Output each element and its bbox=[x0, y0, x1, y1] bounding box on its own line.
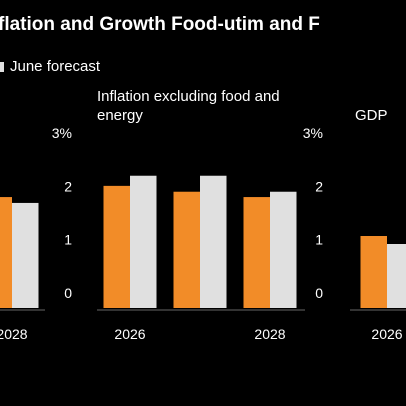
chart-title: flation and Growth Food-utim and F bbox=[0, 14, 320, 35]
bar bbox=[103, 185, 130, 308]
bar bbox=[130, 175, 157, 308]
legend-swatch bbox=[0, 62, 4, 72]
bar bbox=[12, 202, 39, 308]
x-tick-label: 2026 bbox=[114, 326, 145, 342]
bar bbox=[387, 244, 406, 308]
panel-title: GDP bbox=[355, 107, 388, 124]
bar bbox=[173, 191, 200, 308]
bar bbox=[360, 236, 387, 308]
y-tick-label: 2 bbox=[64, 178, 72, 194]
legend-label: June forecast bbox=[10, 58, 101, 75]
y-tick-label: 1 bbox=[315, 232, 323, 248]
x-tick-label: 2026 bbox=[371, 326, 402, 342]
y-tick-label: 3% bbox=[303, 125, 323, 141]
bar bbox=[243, 197, 270, 308]
y-tick-label: 0 bbox=[64, 285, 72, 301]
bar bbox=[0, 197, 12, 308]
y-tick-label: 2 bbox=[315, 178, 323, 194]
bar bbox=[270, 191, 297, 308]
x-tick-label: 2028 bbox=[254, 326, 285, 342]
y-tick-label: 3% bbox=[52, 125, 72, 141]
x-tick-label: 2028 bbox=[0, 326, 28, 342]
panel-title: Inflation excluding food and energy bbox=[97, 88, 280, 124]
y-tick-label: 0 bbox=[315, 285, 323, 301]
y-tick-label: 1 bbox=[64, 232, 72, 248]
bar bbox=[200, 175, 227, 308]
